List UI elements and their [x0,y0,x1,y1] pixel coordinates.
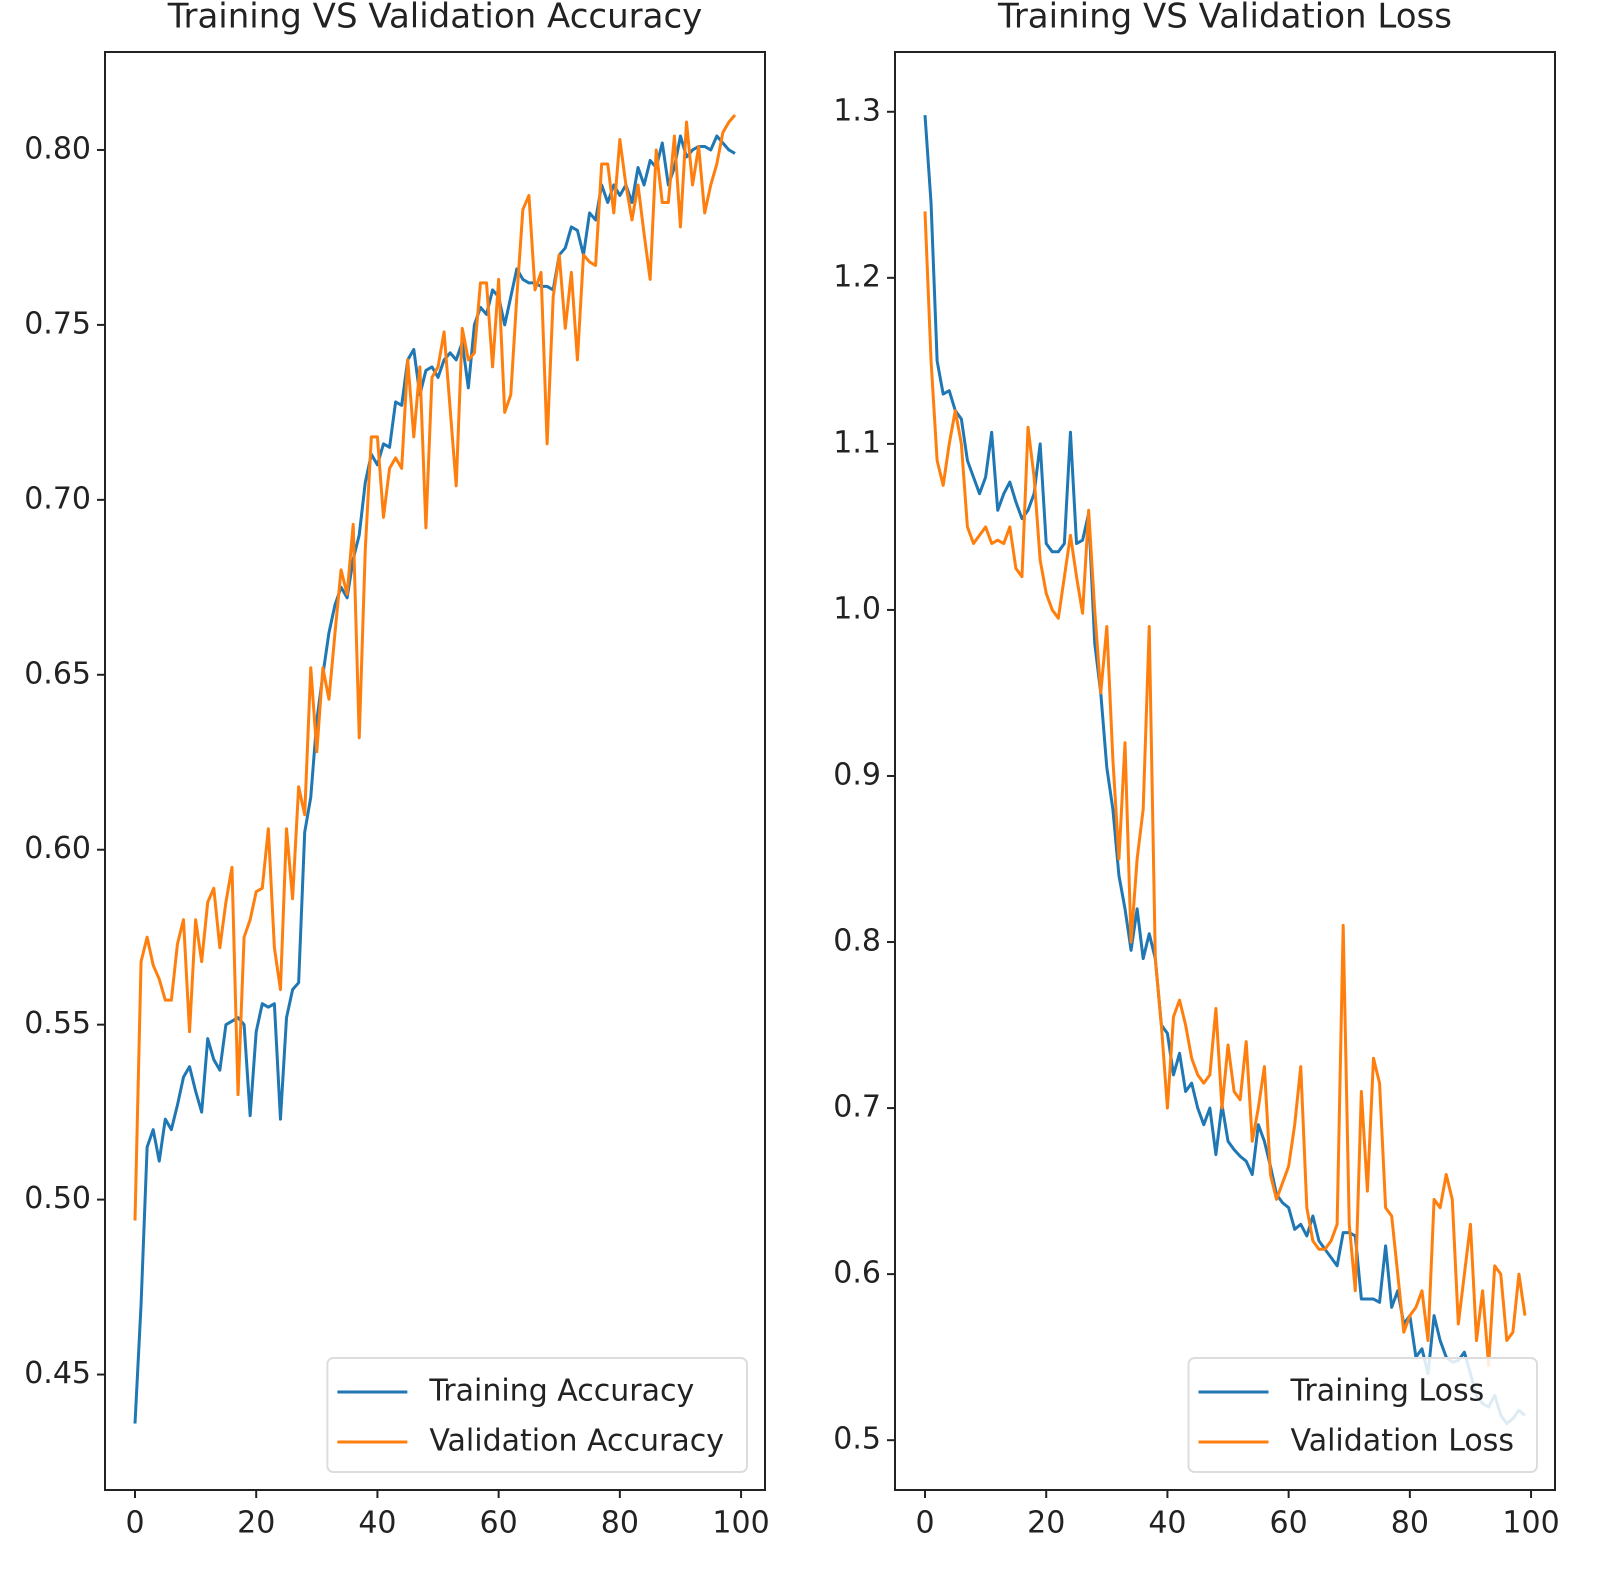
y-tick-label: 0.6 [833,1256,881,1291]
y-tick-label: 1.2 [833,259,881,294]
x-tick-label: 40 [1148,1506,1186,1541]
y-tick-label: 0.8 [833,924,881,959]
legend-box [326,1357,748,1473]
axes-frame [894,51,1556,1491]
line-series [923,211,1527,1367]
y-tick-label: 0.75 [24,306,91,341]
subplot: Training VS Validation Accuracy 0 20 40 60 80… [24,0,769,1541]
legend-label: Training Accuracy [428,1374,694,1409]
legend-label: Validation Loss [1291,1424,1514,1459]
legend-box [1187,1357,1538,1473]
y-tick-label: 0.9 [833,757,881,792]
y-tick-label: 0.5 [833,1422,881,1457]
y-tick-label: 0.45 [24,1356,91,1391]
x-tick-label: 80 [601,1506,639,1541]
x-tick-label: 60 [1270,1506,1308,1541]
y-tick-label: 0.7 [833,1090,881,1125]
x-tick-label: 60 [480,1506,518,1541]
x-tick-label: 100 [1502,1506,1559,1541]
x-tick-label: 80 [1391,1506,1429,1541]
y-tick-label: 1.1 [833,425,881,460]
legend-label: Validation Accuracy [429,1424,724,1459]
legend: Training Loss Validation Loss [1187,1357,1538,1473]
chart-title: Training VS Validation Accuracy [167,0,703,37]
chart-title: Training VS Validation Loss [997,0,1452,37]
y-tick-label: 0.55 [24,1006,91,1041]
y-tick-label: 0.60 [24,831,91,866]
x-tick-label: 0 [915,1506,934,1541]
y-tick-label: 1.0 [833,591,881,626]
legend: Training Accuracy Validation Accuracy [326,1357,748,1473]
line-series [923,114,1526,1426]
x-tick-label: 40 [358,1506,396,1541]
x-tick-label: 20 [1027,1506,1065,1541]
x-tick-label: 100 [712,1506,769,1541]
y-tick-label: 1.3 [833,93,881,128]
axes-frame [104,51,766,1491]
legend-label: Training Loss [1290,1374,1485,1409]
y-tick-label: 0.50 [24,1181,91,1216]
y-tick-label: 0.80 [24,131,91,166]
line-series [133,113,737,1221]
y-tick-label: 0.70 [24,481,91,516]
x-tick-label: 0 [125,1506,144,1541]
y-tick-label: 0.65 [24,656,91,691]
x-tick-label: 20 [237,1506,275,1541]
line-series [133,134,736,1424]
subplot: Training VS Validation Loss 0 20 40 60 80 100 0… [833,0,1559,1541]
